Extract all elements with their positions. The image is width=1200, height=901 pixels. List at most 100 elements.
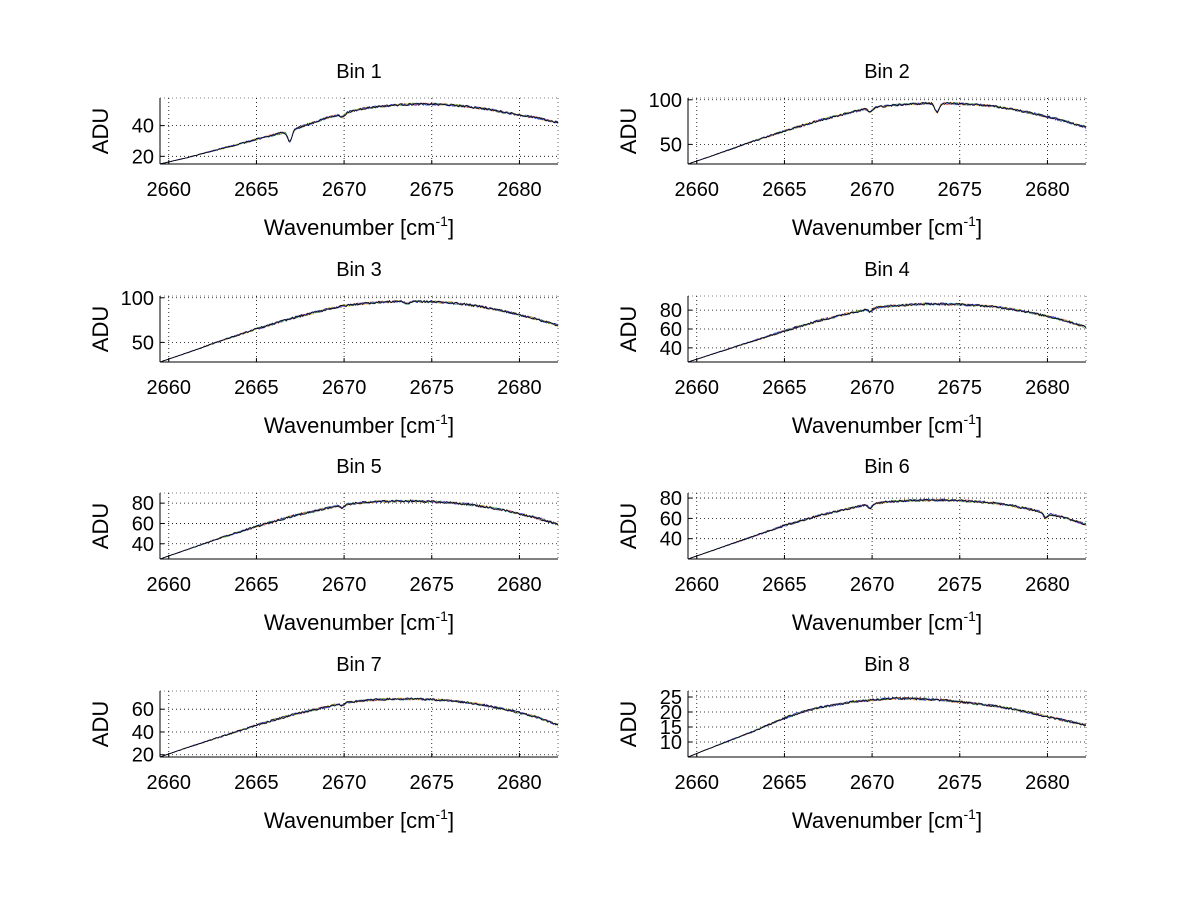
subplot-title: Bin 5 bbox=[336, 456, 382, 478]
x-axis-label-end: ] bbox=[976, 808, 982, 833]
series-line bbox=[159, 697, 559, 758]
x-tick-label: 2665 bbox=[762, 574, 807, 596]
y-tick-label: 25 bbox=[660, 687, 682, 709]
y-axis-label: ADU bbox=[88, 503, 113, 549]
y-tick-label: 50 bbox=[660, 134, 682, 156]
series-line bbox=[687, 101, 1087, 165]
series-line bbox=[159, 697, 559, 758]
subplot-title: Bin 7 bbox=[336, 654, 382, 676]
x-axis-label-end: ] bbox=[448, 610, 454, 635]
series-line bbox=[687, 101, 1087, 165]
subplot-title: Bin 1 bbox=[336, 61, 382, 83]
x-tick-label: 2670 bbox=[850, 772, 895, 794]
y-axis-label: ADU bbox=[616, 108, 641, 154]
y-tick-label: 60 bbox=[132, 699, 154, 721]
y-axis-label: ADU bbox=[616, 701, 641, 747]
x-tick-label: 2665 bbox=[234, 377, 279, 399]
x-tick-label: 2670 bbox=[322, 179, 367, 201]
series-line bbox=[159, 697, 559, 758]
y-tick-label: 40 bbox=[660, 338, 682, 360]
y-tick-label: 100 bbox=[649, 90, 682, 112]
x-axis-label: Wavenumber [cm-1] bbox=[792, 608, 982, 635]
x-tick-label: 2675 bbox=[410, 179, 455, 201]
x-axis-label-superscript: -1 bbox=[436, 806, 449, 822]
y-tick-label: 40 bbox=[132, 722, 154, 744]
x-axis-label-main: Wavenumber [cm bbox=[792, 808, 964, 833]
x-axis-label-superscript: -1 bbox=[964, 608, 977, 624]
x-tick-label: 2675 bbox=[938, 772, 983, 794]
y-tick-label: 15 bbox=[660, 717, 682, 739]
y-axis-label: ADU bbox=[616, 306, 641, 352]
x-axis-label-end: ] bbox=[976, 215, 982, 240]
x-axis-label: Wavenumber [cm-1] bbox=[792, 806, 982, 833]
x-tick-label: 2660 bbox=[147, 574, 192, 596]
x-tick-label: 2670 bbox=[322, 377, 367, 399]
x-tick-label: 2680 bbox=[497, 772, 542, 794]
series-line bbox=[687, 498, 1087, 560]
x-tick-label: 2680 bbox=[1025, 772, 1070, 794]
x-tick-label: 2660 bbox=[147, 772, 192, 794]
subplot-title: Bin 2 bbox=[864, 61, 910, 83]
series-line bbox=[687, 302, 1087, 363]
x-axis-label: Wavenumber [cm-1] bbox=[264, 806, 454, 833]
x-tick-label: 2675 bbox=[938, 377, 983, 399]
x-tick-label: 2670 bbox=[850, 574, 895, 596]
series-line bbox=[159, 499, 559, 560]
x-tick-label: 2680 bbox=[1025, 574, 1070, 596]
y-axis-label: ADU bbox=[88, 701, 113, 747]
subplot-3: 2660 2665 2670 2675 2680 50 100 Bin 3 Wavenumber… bbox=[88, 259, 559, 438]
x-axis-label-superscript: -1 bbox=[436, 608, 449, 624]
series-line bbox=[687, 696, 1087, 758]
x-axis-label: Wavenumber [cm-1] bbox=[264, 411, 454, 438]
x-axis-label-end: ] bbox=[448, 215, 454, 240]
x-tick-label: 2680 bbox=[497, 377, 542, 399]
x-tick-label: 2680 bbox=[497, 574, 542, 596]
y-tick-label: 60 bbox=[660, 319, 682, 341]
x-axis-label-end: ] bbox=[448, 413, 454, 438]
subplot-title: Bin 8 bbox=[864, 654, 910, 676]
y-tick-label: 80 bbox=[132, 493, 154, 515]
x-tick-label: 2665 bbox=[762, 179, 807, 201]
x-axis-label-main: Wavenumber [cm bbox=[792, 215, 964, 240]
y-tick-label: 40 bbox=[132, 534, 154, 556]
x-tick-label: 2670 bbox=[322, 574, 367, 596]
x-tick-label: 2680 bbox=[1025, 377, 1070, 399]
x-axis-label-end: ] bbox=[976, 413, 982, 438]
series-line bbox=[687, 696, 1087, 758]
series-line bbox=[159, 299, 559, 363]
x-axis-label-main: Wavenumber [cm bbox=[264, 808, 436, 833]
x-tick-label: 2675 bbox=[938, 179, 983, 201]
y-tick-label: 100 bbox=[121, 288, 154, 310]
x-axis-label-superscript: -1 bbox=[436, 213, 449, 229]
x-tick-label: 2660 bbox=[147, 179, 192, 201]
x-axis-label-end: ] bbox=[448, 808, 454, 833]
x-tick-label: 2665 bbox=[762, 377, 807, 399]
x-tick-label: 2660 bbox=[675, 377, 720, 399]
x-axis-label-main: Wavenumber [cm bbox=[792, 610, 964, 635]
y-tick-label: 60 bbox=[132, 513, 154, 535]
x-tick-label: 2675 bbox=[410, 377, 455, 399]
series-line bbox=[687, 498, 1086, 560]
x-tick-label: 2670 bbox=[850, 179, 895, 201]
x-axis-label-main: Wavenumber [cm bbox=[264, 215, 436, 240]
y-tick-label: 40 bbox=[132, 116, 154, 138]
y-tick-label: 80 bbox=[660, 488, 682, 510]
x-axis-label-superscript: -1 bbox=[964, 806, 977, 822]
series-line bbox=[687, 302, 1087, 363]
x-axis-label: Wavenumber [cm-1] bbox=[792, 411, 982, 438]
y-axis-label: ADU bbox=[616, 503, 641, 549]
x-axis-label-main: Wavenumber [cm bbox=[264, 413, 436, 438]
x-axis-label-superscript: -1 bbox=[436, 411, 449, 427]
series-line bbox=[687, 696, 1087, 758]
x-tick-label: 2660 bbox=[675, 179, 720, 201]
x-tick-label: 2660 bbox=[675, 574, 720, 596]
x-tick-label: 2670 bbox=[322, 772, 367, 794]
x-axis-label: Wavenumber [cm-1] bbox=[264, 608, 454, 635]
x-tick-label: 2665 bbox=[234, 574, 279, 596]
